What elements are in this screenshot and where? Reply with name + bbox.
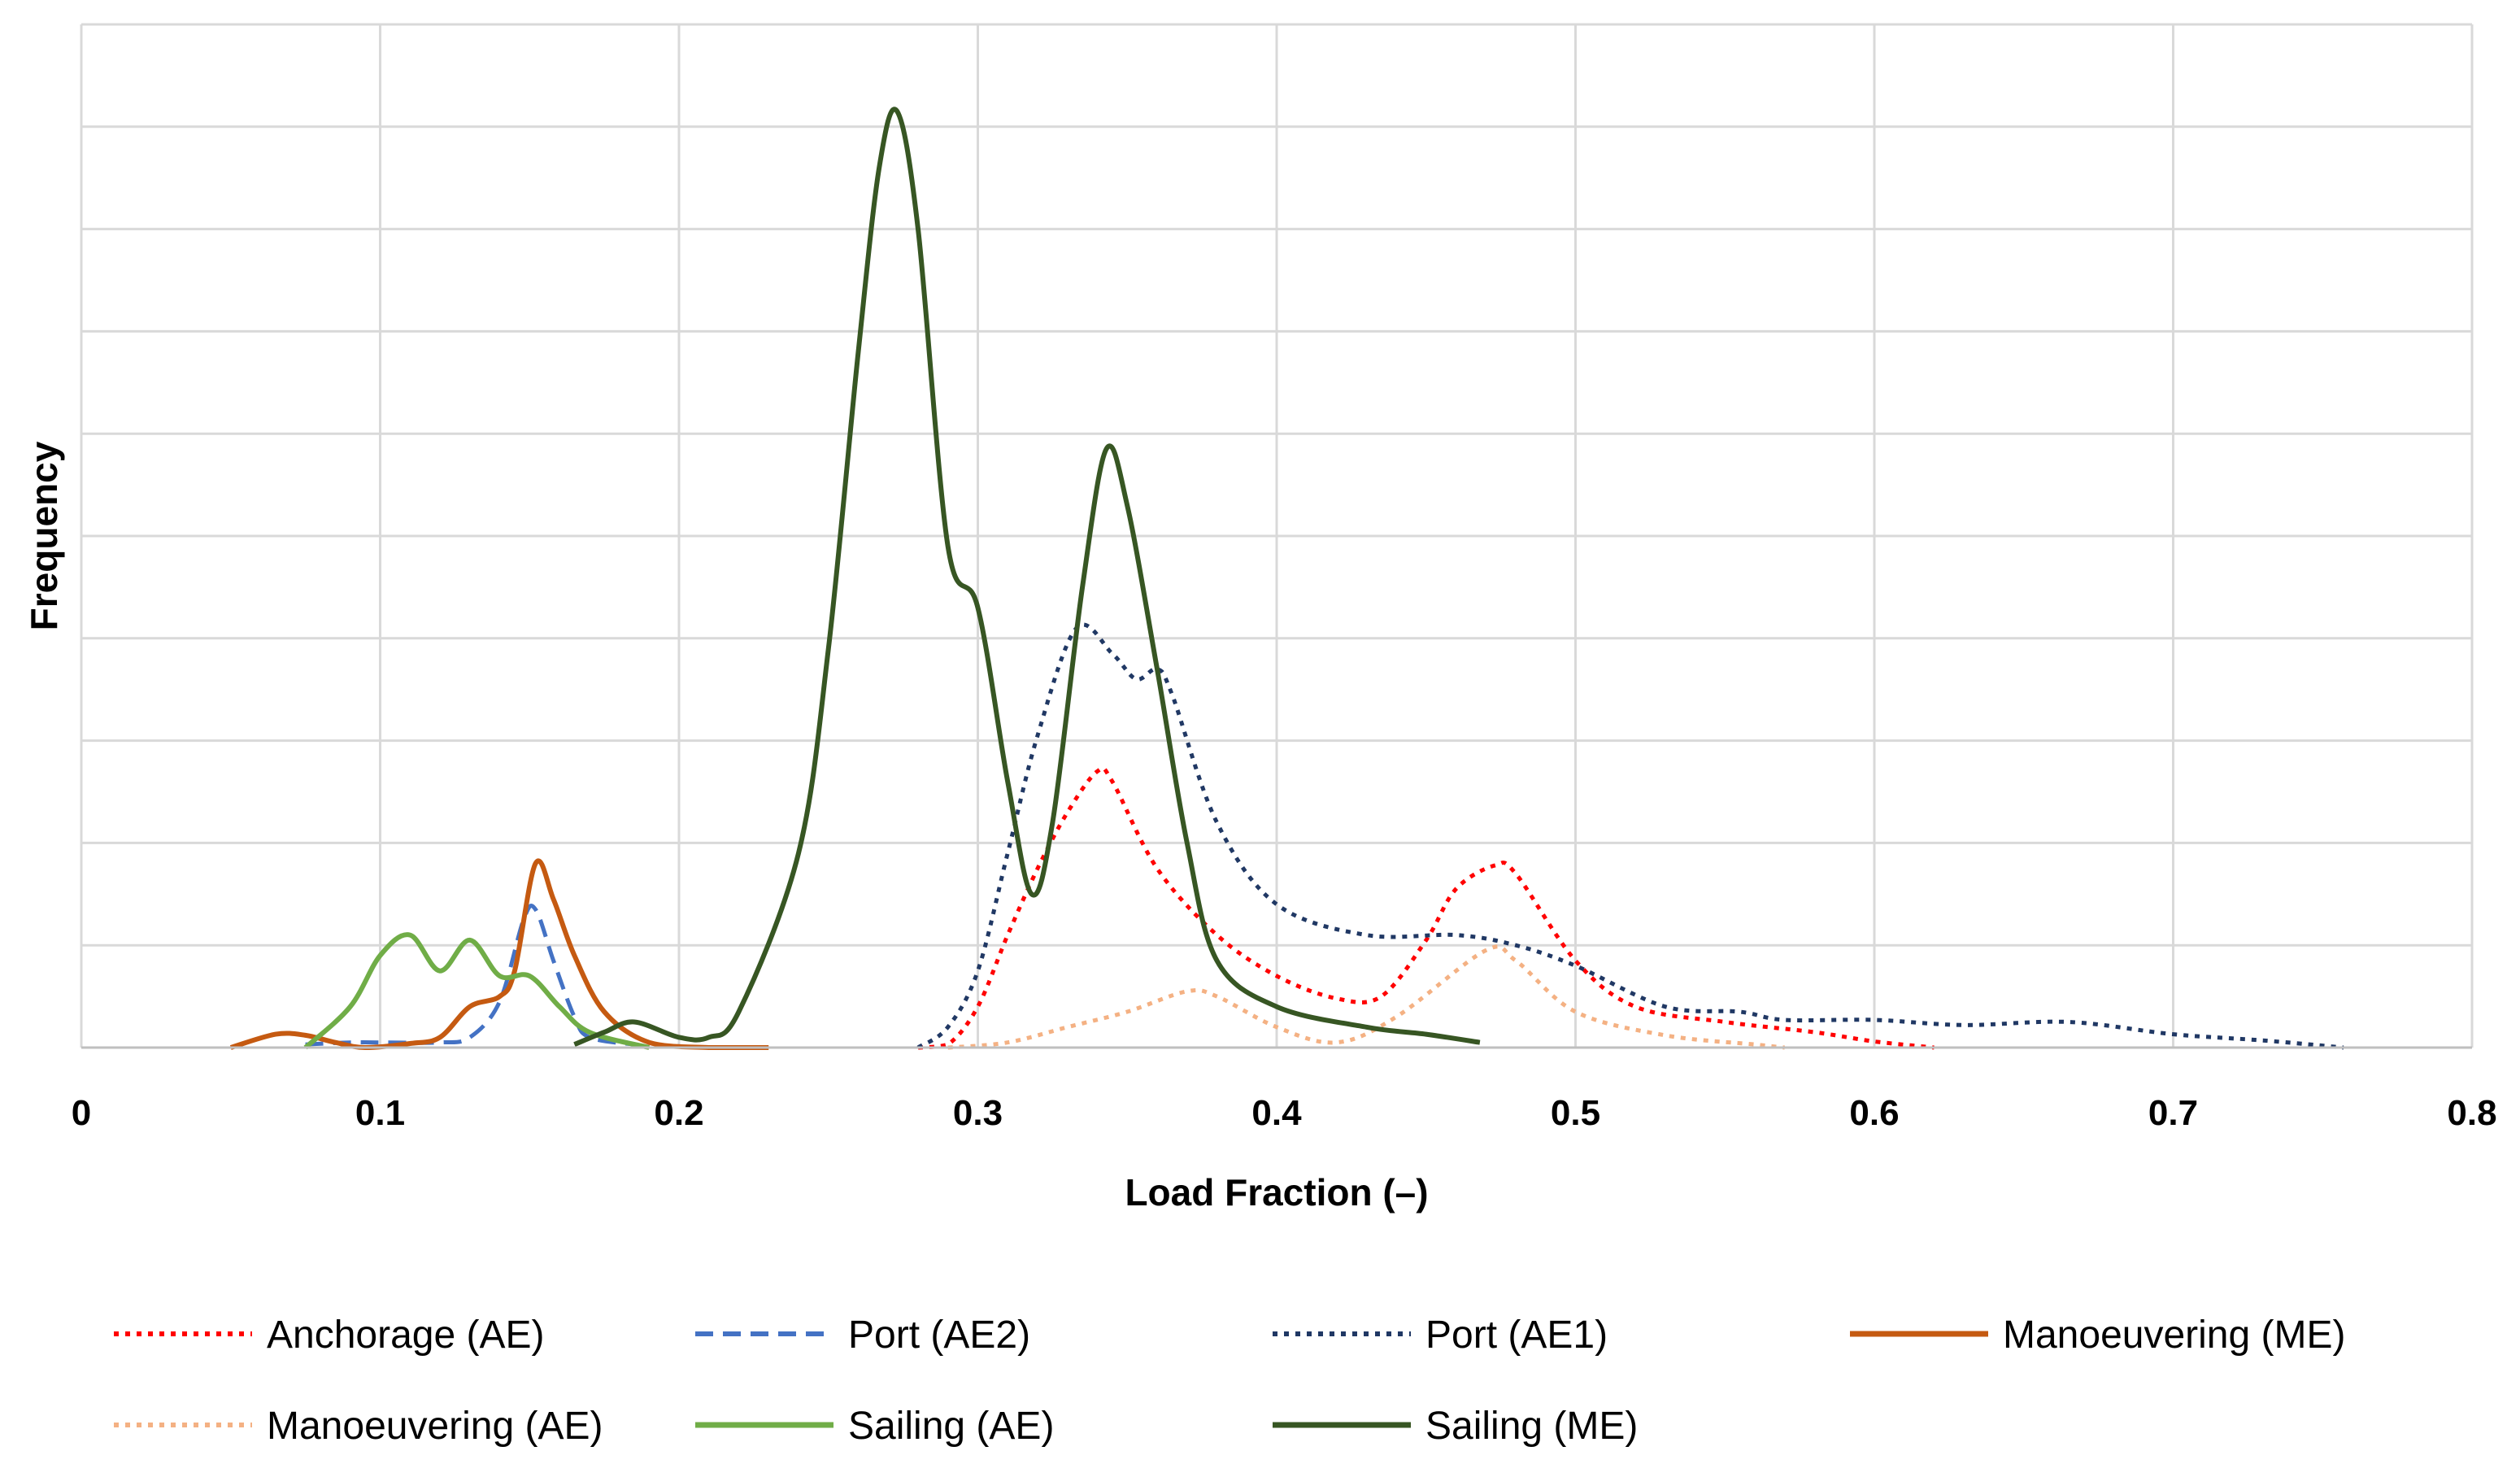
legend-label-port-ae2: Port (AE2) [848,1314,1030,1357]
x-tick-label: 0.7 [2148,1093,2198,1133]
legend-item-manoeuvering-me: Manoeuvering (ME) [1850,1314,2346,1357]
series-line-sailing-ae [303,932,651,1050]
series-line-sailing-me [573,107,1481,1047]
x-tick-label: 0.6 [1849,1093,1899,1133]
series-line-manoeuvering-ae [947,944,1785,1050]
series-line-anchorage-ae [917,765,1935,1050]
legend-item-sailing-ae: Sailing (AE) [695,1405,1054,1448]
x-tick-label: 0.8 [2447,1093,2496,1133]
x-axis-title: Load Fraction (–) [1125,1171,1428,1213]
legend-label-manoeuvering-ae: Manoeuvering (AE) [267,1405,603,1448]
legend-item-manoeuvering-ae: Manoeuvering (AE) [114,1405,603,1448]
legend-item-port-ae2: Port (AE2) [695,1314,1030,1357]
legend-label-anchorage-ae: Anchorage (AE) [267,1314,545,1357]
x-tick-label: 0.3 [953,1093,1003,1133]
series-line-port-ae1 [916,622,2344,1050]
x-tick-label: 0.2 [654,1093,703,1133]
x-tick-label: 0.4 [1251,1093,1302,1133]
x-tick-label: 0.5 [1551,1093,1600,1133]
axes: 0 0.1 0.2 0.3 0.4 0.5 0.6 0.7 0.8 [72,1046,2497,1133]
grid [80,23,2474,1049]
y-axis-title: Frequency [23,441,65,630]
legend: Anchorage (AE) Port (AE2) Port (AE1) Manoeu… [114,1314,2346,1448]
x-tick-label: 0 [72,1093,91,1133]
legend-label-sailing-me: Sailing (ME) [1425,1405,1638,1448]
series-line-port-ae2 [305,904,635,1047]
legend-label-sailing-ae: Sailing (AE) [848,1405,1054,1448]
series-lines [229,107,2344,1051]
x-tick-label: 0.1 [355,1093,405,1133]
series-line-manoeuvering-me [229,858,769,1051]
legend-item-anchorage-ae: Anchorage (AE) [114,1314,545,1357]
legend-item-sailing-me: Sailing (ME) [1273,1405,1638,1448]
legend-item-port-ae1: Port (AE1) [1273,1314,1608,1357]
legend-label-manoeuvering-me: Manoeuvering (ME) [2003,1314,2346,1357]
legend-label-port-ae1: Port (AE1) [1425,1314,1608,1357]
